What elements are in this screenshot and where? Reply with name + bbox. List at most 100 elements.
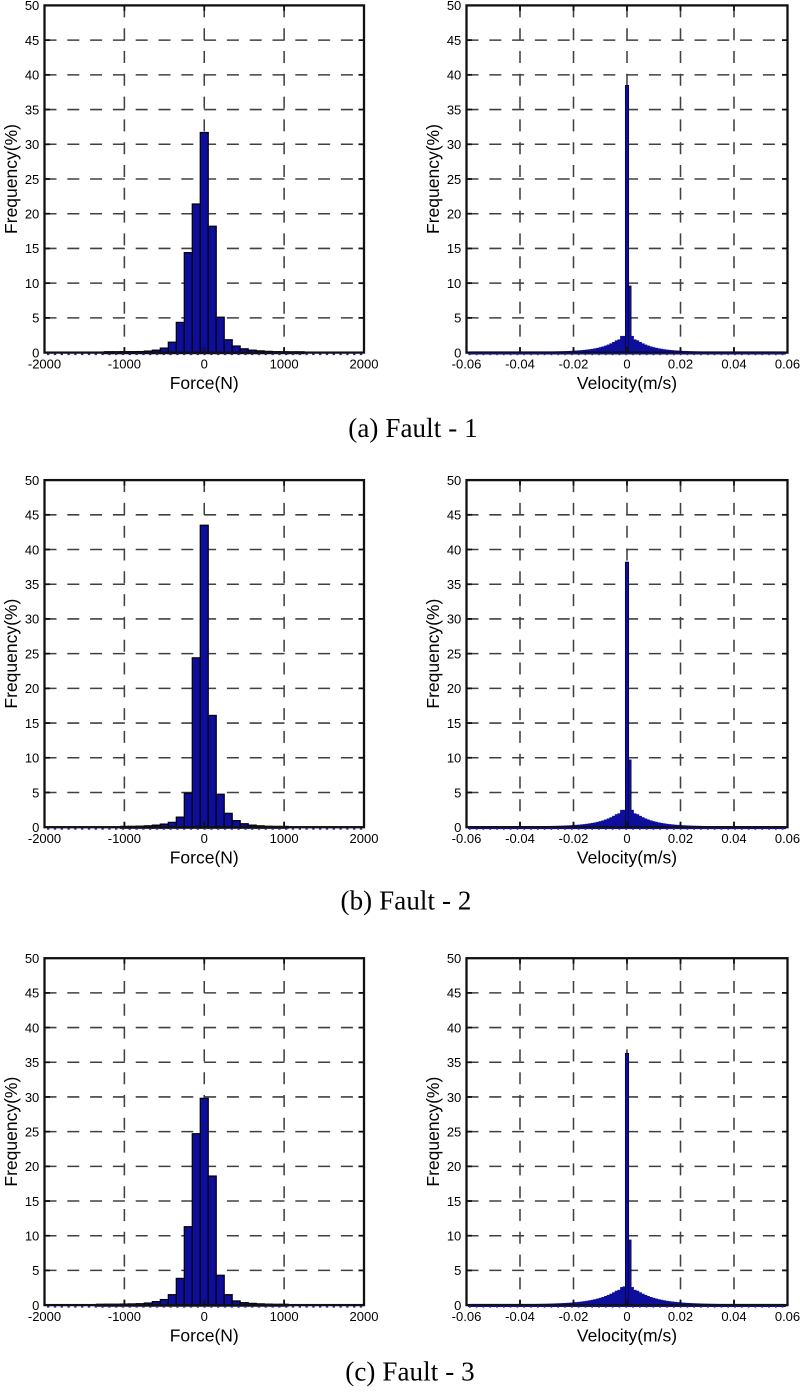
svg-text:-0.04: -0.04 <box>505 831 535 846</box>
svg-text:0.02: 0.02 <box>668 831 693 846</box>
svg-text:0: 0 <box>454 345 461 360</box>
svg-text:0.02: 0.02 <box>668 356 693 371</box>
svg-text:0: 0 <box>454 820 461 835</box>
svg-text:5: 5 <box>454 785 461 800</box>
svg-text:Frequency(%): Frequency(%) <box>423 599 443 709</box>
svg-text:0: 0 <box>201 356 208 371</box>
svg-text:Frequency(%): Frequency(%) <box>423 124 443 234</box>
svg-text:45: 45 <box>447 986 461 1001</box>
svg-text:20: 20 <box>447 681 461 696</box>
svg-text:-0.06: -0.06 <box>452 831 482 846</box>
svg-text:35: 35 <box>447 102 461 117</box>
svg-text:0: 0 <box>623 1309 630 1324</box>
svg-text:40: 40 <box>447 1020 461 1035</box>
svg-text:40: 40 <box>25 542 39 557</box>
svg-text:50: 50 <box>25 473 39 488</box>
svg-text:(b) Fault - 2: (b) Fault - 2 <box>340 886 471 916</box>
svg-text:10: 10 <box>447 1229 461 1244</box>
svg-text:(c) Fault - 3: (c) Fault - 3 <box>345 1357 475 1387</box>
svg-text:-0.04: -0.04 <box>505 356 535 371</box>
svg-text:25: 25 <box>447 646 461 661</box>
svg-text:-0.06: -0.06 <box>452 1309 482 1324</box>
svg-text:35: 35 <box>25 577 39 592</box>
svg-text:2000: 2000 <box>350 1309 379 1324</box>
svg-text:Velocity(m/s): Velocity(m/s) <box>577 847 677 867</box>
svg-text:5: 5 <box>32 1263 39 1278</box>
svg-text:-1000: -1000 <box>108 356 141 371</box>
svg-text:35: 35 <box>447 577 461 592</box>
svg-text:0.06: 0.06 <box>775 356 800 371</box>
svg-text:15: 15 <box>25 1194 39 1209</box>
svg-text:10: 10 <box>25 276 39 291</box>
svg-text:50: 50 <box>25 0 39 13</box>
svg-text:40: 40 <box>25 1020 39 1035</box>
svg-text:20: 20 <box>25 1159 39 1174</box>
svg-text:0: 0 <box>623 831 630 846</box>
svg-text:20: 20 <box>447 1159 461 1174</box>
svg-text:2000: 2000 <box>350 831 379 846</box>
svg-text:45: 45 <box>447 508 461 523</box>
svg-text:35: 35 <box>447 1055 461 1070</box>
svg-text:15: 15 <box>447 716 461 731</box>
svg-text:30: 30 <box>25 137 39 152</box>
svg-text:5: 5 <box>454 311 461 326</box>
svg-text:-2000: -2000 <box>28 1309 61 1324</box>
svg-text:15: 15 <box>447 241 461 256</box>
svg-text:Force(N): Force(N) <box>170 373 239 393</box>
svg-text:10: 10 <box>25 1229 39 1244</box>
svg-text:40: 40 <box>447 68 461 83</box>
svg-text:40: 40 <box>25 68 39 83</box>
svg-text:30: 30 <box>447 137 461 152</box>
svg-text:20: 20 <box>25 681 39 696</box>
svg-text:0: 0 <box>201 1309 208 1324</box>
svg-text:-0.02: -0.02 <box>559 356 589 371</box>
svg-text:50: 50 <box>447 951 461 966</box>
svg-text:0.06: 0.06 <box>775 831 800 846</box>
svg-text:Force(N): Force(N) <box>170 1325 239 1345</box>
svg-text:25: 25 <box>25 1124 39 1139</box>
svg-text:-0.02: -0.02 <box>559 1309 589 1324</box>
svg-text:0: 0 <box>454 1298 461 1313</box>
svg-text:20: 20 <box>25 207 39 222</box>
svg-text:25: 25 <box>447 1124 461 1139</box>
svg-text:Velocity(m/s): Velocity(m/s) <box>577 373 677 393</box>
svg-text:0.04: 0.04 <box>721 831 746 846</box>
svg-text:15: 15 <box>25 716 39 731</box>
svg-text:50: 50 <box>447 473 461 488</box>
svg-text:0.04: 0.04 <box>721 356 746 371</box>
svg-text:-1000: -1000 <box>108 831 141 846</box>
svg-text:-0.06: -0.06 <box>452 356 482 371</box>
svg-text:10: 10 <box>25 751 39 766</box>
svg-text:5: 5 <box>454 1263 461 1278</box>
svg-text:40: 40 <box>447 542 461 557</box>
svg-text:45: 45 <box>25 986 39 1001</box>
svg-text:1000: 1000 <box>270 831 299 846</box>
svg-text:10: 10 <box>447 276 461 291</box>
svg-text:35: 35 <box>25 102 39 117</box>
svg-text:15: 15 <box>447 1194 461 1209</box>
svg-text:35: 35 <box>25 1055 39 1070</box>
svg-text:45: 45 <box>447 33 461 48</box>
svg-text:45: 45 <box>25 33 39 48</box>
svg-text:Frequency(%): Frequency(%) <box>1 124 21 234</box>
svg-text:0.04: 0.04 <box>721 1309 746 1324</box>
svg-text:30: 30 <box>25 1090 39 1105</box>
svg-text:0: 0 <box>201 831 208 846</box>
svg-text:0: 0 <box>32 345 39 360</box>
svg-text:Velocity(m/s): Velocity(m/s) <box>577 1325 677 1345</box>
svg-text:30: 30 <box>25 612 39 627</box>
svg-text:Frequency(%): Frequency(%) <box>1 599 21 709</box>
svg-text:-2000: -2000 <box>28 831 61 846</box>
svg-text:0: 0 <box>32 820 39 835</box>
svg-text:50: 50 <box>447 0 461 13</box>
svg-text:30: 30 <box>447 1090 461 1105</box>
svg-text:45: 45 <box>25 508 39 523</box>
svg-text:0.02: 0.02 <box>668 1309 693 1324</box>
svg-text:15: 15 <box>25 241 39 256</box>
svg-text:25: 25 <box>25 646 39 661</box>
svg-text:0: 0 <box>623 356 630 371</box>
svg-text:(a) Fault - 1: (a) Fault - 1 <box>348 413 478 443</box>
svg-text:Frequency(%): Frequency(%) <box>1 1077 21 1187</box>
svg-text:2000: 2000 <box>350 356 379 371</box>
svg-text:1000: 1000 <box>270 1309 299 1324</box>
